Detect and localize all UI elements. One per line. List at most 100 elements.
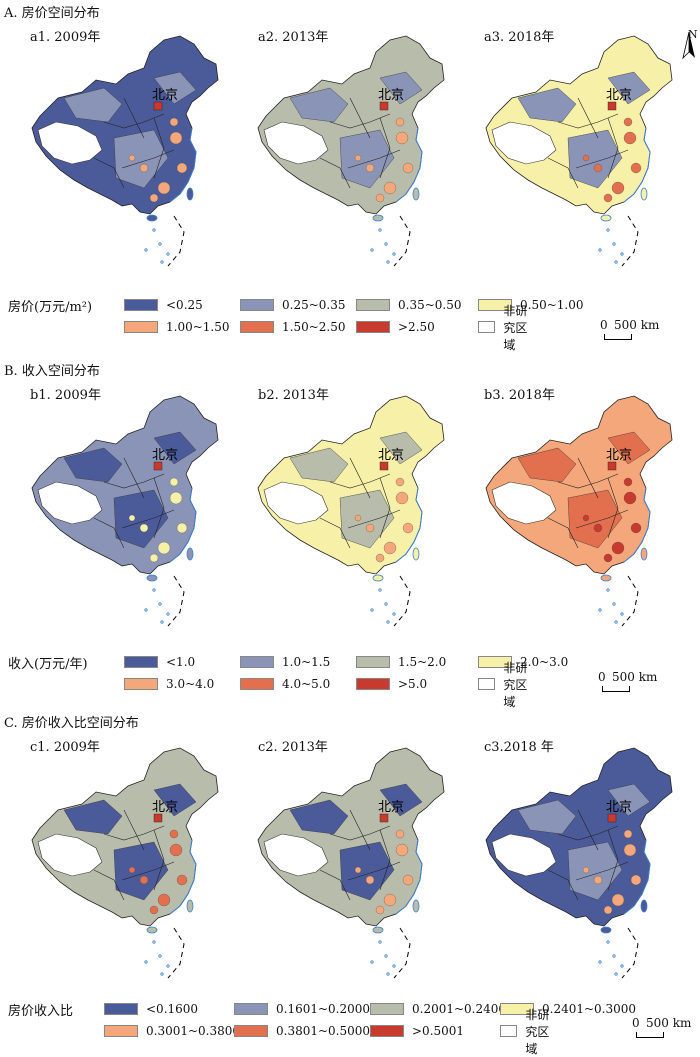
- legend-swatch: [124, 678, 158, 690]
- province-border: [577, 457, 599, 499]
- legend-label: <0.1600: [146, 1002, 199, 1016]
- region-hot: [375, 553, 385, 563]
- legend-item: 0.3801~0.5000: [234, 1024, 370, 1038]
- coastline: [169, 487, 197, 563]
- region-hot: [157, 181, 171, 195]
- region-hot: [611, 893, 625, 907]
- province-border: [577, 809, 599, 851]
- legend-swatch: [356, 321, 390, 333]
- scale-zero: 0: [598, 670, 606, 684]
- sea-island: [158, 954, 162, 958]
- sea-island: [160, 260, 164, 264]
- sea-island: [370, 608, 374, 612]
- legend-swatch: [104, 1025, 138, 1037]
- region-hot: [582, 514, 590, 522]
- taiwan-island: [640, 547, 648, 561]
- region-west: [517, 447, 577, 483]
- legend-label: <0.25: [166, 298, 203, 312]
- non-study-region: [263, 121, 329, 165]
- province-border: [93, 517, 125, 549]
- legend-label: <1.0: [166, 655, 196, 669]
- legend-label: 0.2001~0.2400: [412, 1002, 507, 1016]
- nine-dash-line: [393, 575, 411, 627]
- region-hot: [139, 875, 149, 885]
- province-border: [547, 517, 579, 549]
- map-b1: 北京: [4, 378, 229, 633]
- region-northeast: [153, 783, 197, 817]
- legend-swatch: [234, 1003, 268, 1015]
- legend-item: 非研究区域: [500, 1008, 554, 1056]
- province-border: [121, 509, 175, 529]
- legend-swatch: [500, 1025, 518, 1037]
- region-northeast: [153, 71, 197, 105]
- sea-island: [598, 960, 602, 964]
- sea-island: [158, 602, 162, 606]
- legend-swatch: [500, 1003, 534, 1015]
- map-a3-label: a3. 2018年: [484, 30, 555, 45]
- non-study-region: [491, 833, 557, 877]
- sea-island: [386, 620, 390, 624]
- region-hot: [128, 154, 136, 162]
- city-label-beijing: 北京: [378, 448, 404, 463]
- sea-island: [152, 228, 156, 232]
- region-hot: [582, 866, 590, 874]
- region-west: [63, 447, 123, 483]
- taiwan-island: [412, 899, 420, 913]
- legend-swatch: [104, 1003, 138, 1015]
- province-border: [575, 509, 629, 529]
- sea-island: [144, 960, 148, 964]
- region-hot: [611, 541, 625, 555]
- scale-distance: 500 km: [646, 1016, 692, 1030]
- province-border: [347, 509, 401, 529]
- legend-swatch: [370, 1003, 404, 1015]
- legend-swatch: [240, 678, 274, 690]
- province-border: [153, 477, 165, 539]
- legend-item: 1.0~1.5: [240, 655, 330, 669]
- beijing-marker: [153, 101, 163, 111]
- region-hot: [375, 905, 385, 915]
- sea-island: [144, 248, 148, 252]
- sea-island: [620, 964, 624, 968]
- map-c2: 北京: [230, 730, 455, 985]
- non-study-region: [491, 481, 557, 525]
- region-northeast: [607, 431, 651, 465]
- beijing-marker: [607, 461, 617, 471]
- region-hot: [169, 117, 179, 127]
- region-hot: [169, 843, 183, 857]
- beijing-marker: [153, 461, 163, 471]
- region-hot: [630, 162, 642, 174]
- legend-label: 4.0~5.0: [282, 677, 331, 691]
- region-hot: [623, 131, 637, 145]
- city-label-beijing: 北京: [378, 88, 404, 103]
- region-hot: [176, 162, 188, 174]
- scale-zero: 0: [600, 318, 608, 332]
- province-border: [93, 157, 125, 189]
- region-west: [289, 447, 349, 483]
- sea-island: [166, 964, 170, 968]
- nine-dash-line: [621, 575, 639, 627]
- legend-swatch: [234, 1025, 268, 1037]
- region-hot: [623, 477, 633, 487]
- sea-island: [612, 602, 616, 606]
- region-hot: [395, 477, 405, 487]
- region-hot: [139, 163, 149, 173]
- region-hot: [623, 117, 633, 127]
- beijing-marker: [379, 461, 389, 471]
- region-hot: [176, 522, 188, 534]
- legend-item: >5.0: [356, 677, 427, 691]
- sea-island: [152, 588, 156, 592]
- legend-label: >0.5001: [412, 1024, 465, 1038]
- region-hot: [623, 829, 633, 839]
- section-b-title: B. 收入空间分布: [4, 364, 100, 379]
- region-west: [63, 87, 123, 123]
- legend-item: 0.35~0.50: [356, 298, 462, 312]
- taiwan-island: [186, 547, 194, 561]
- region-hot: [630, 522, 642, 534]
- legend-swatch: [478, 321, 496, 333]
- region-hot: [375, 193, 385, 203]
- taiwan-island: [640, 899, 648, 913]
- map-c3: 北京: [458, 730, 683, 985]
- province-border: [547, 157, 579, 189]
- map-a1: 北京: [4, 18, 229, 273]
- legend-label: 非研究区域: [503, 660, 528, 709]
